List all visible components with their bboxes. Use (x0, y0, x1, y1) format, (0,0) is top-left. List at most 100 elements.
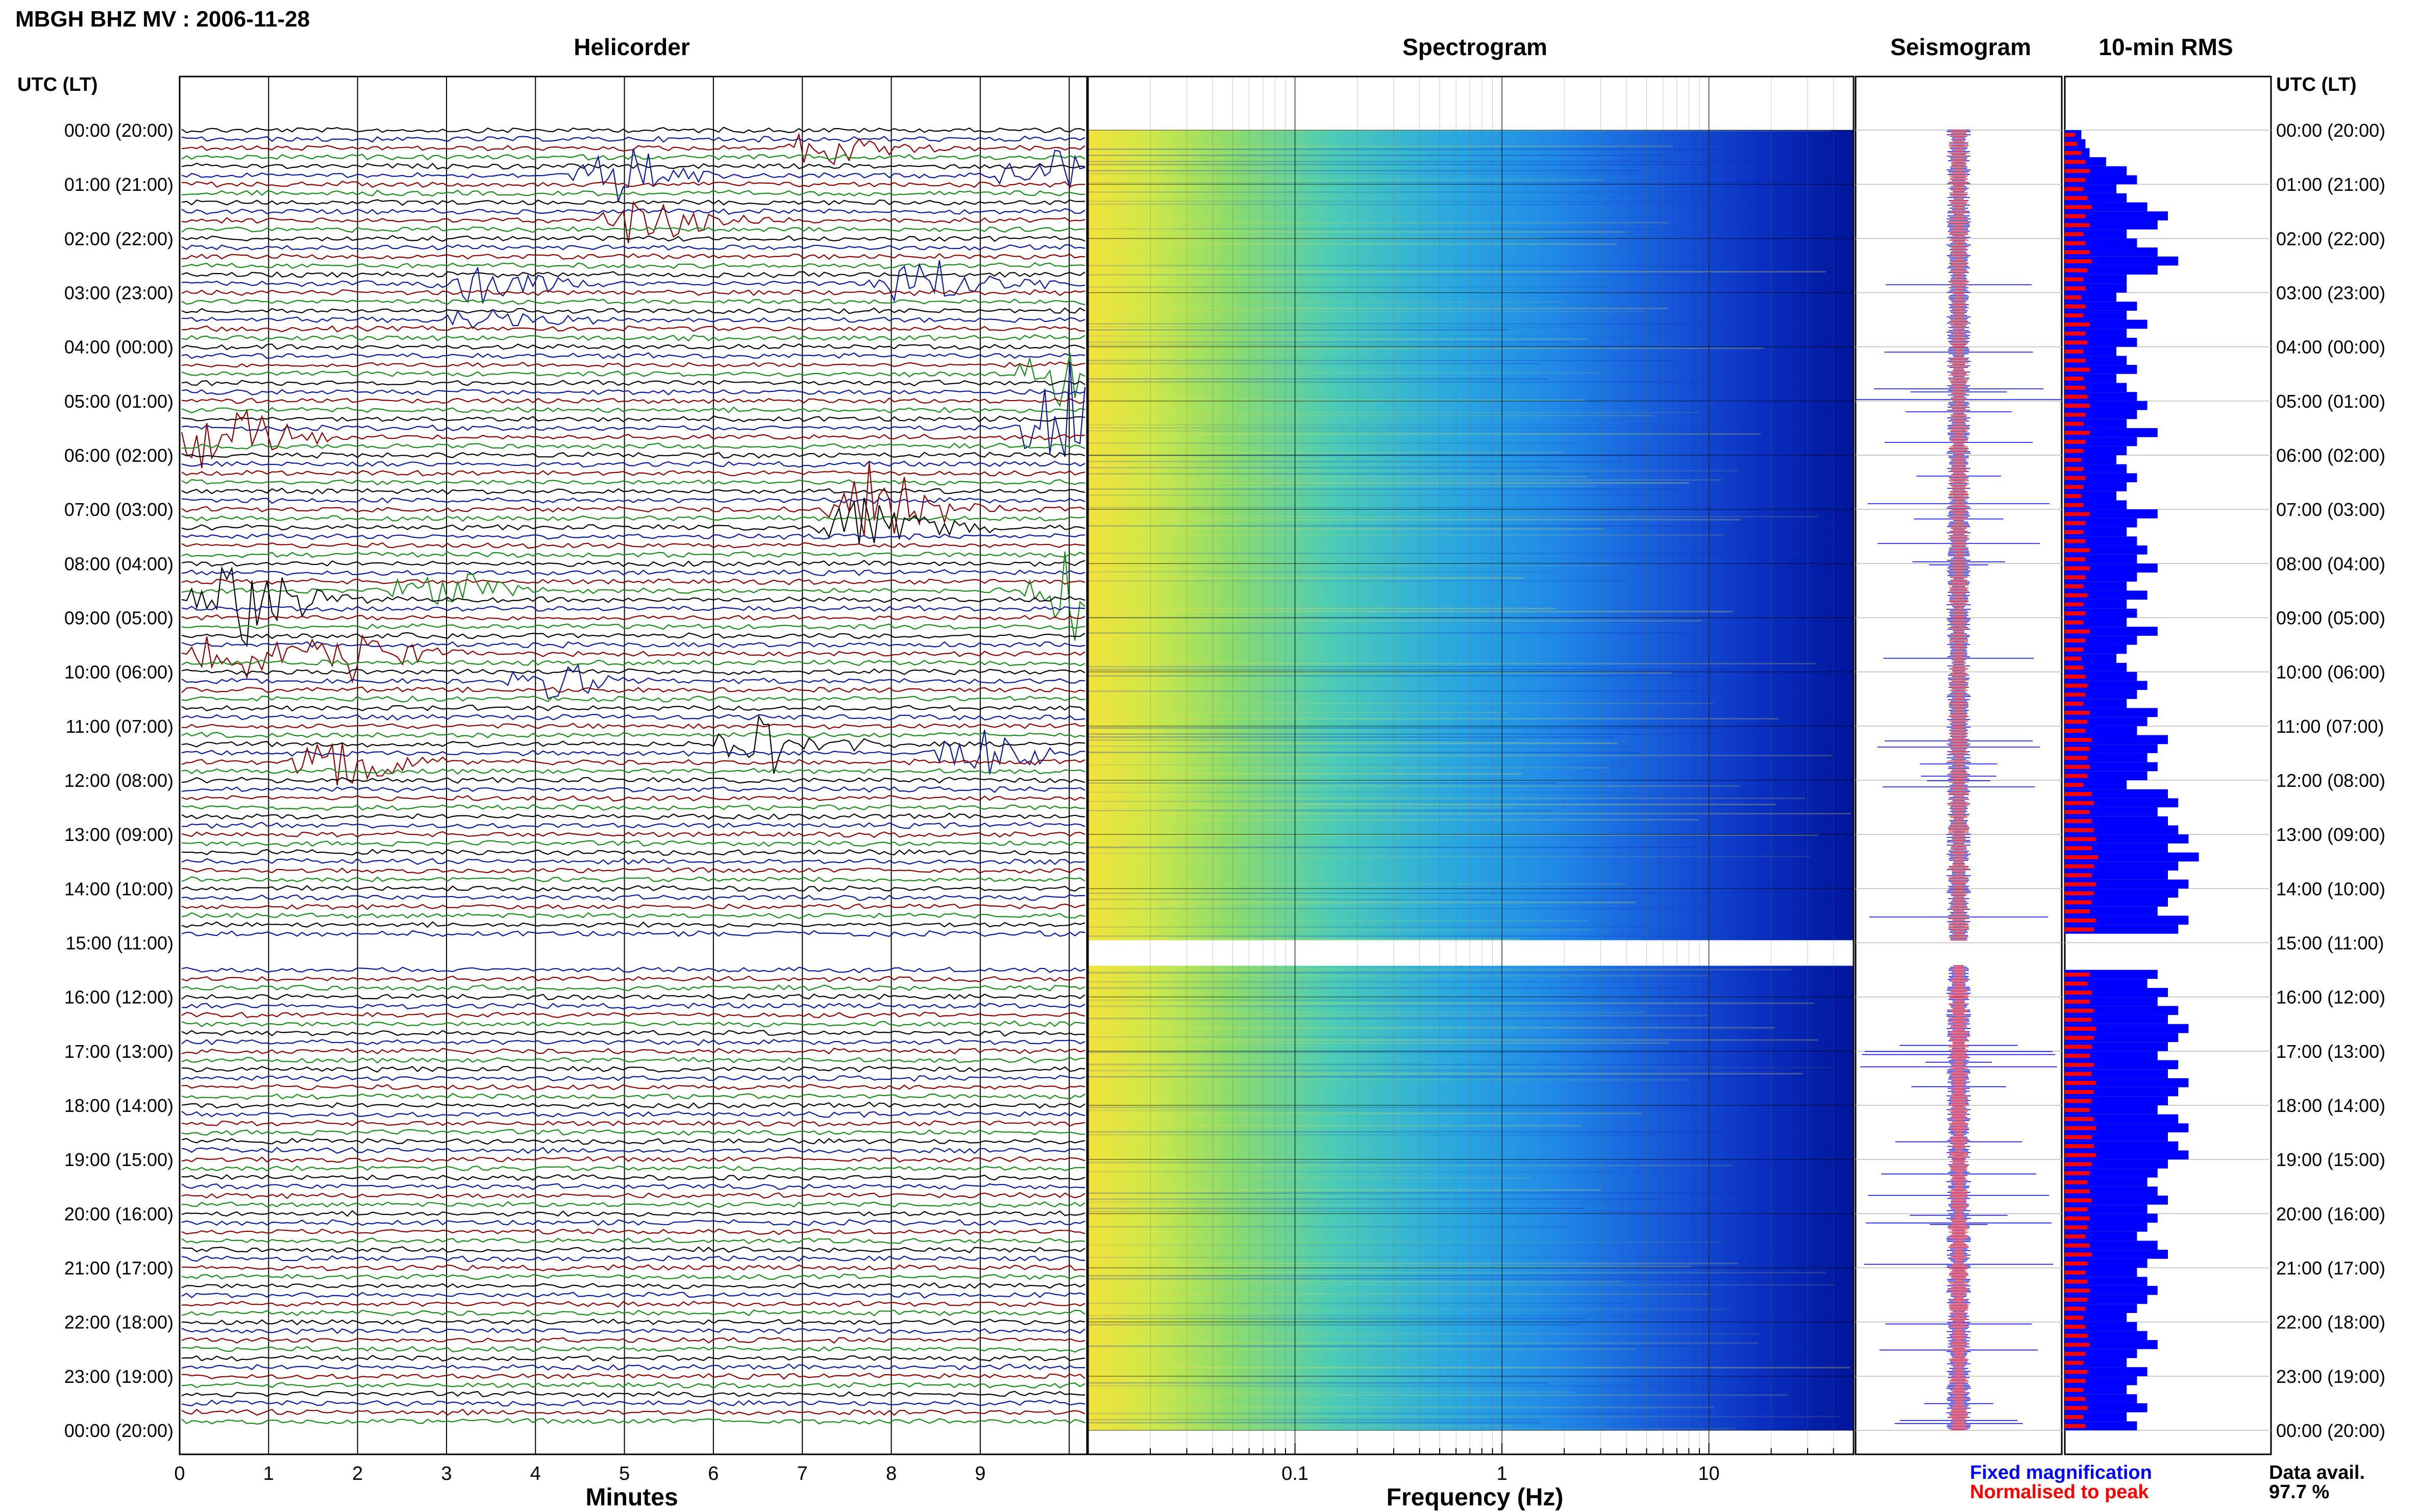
helicorder-trace (181, 876, 1085, 883)
time-label-left: 00:00 (20:00) (64, 120, 174, 141)
helicorder-trace (181, 912, 1085, 919)
rms-fixed-bar (2065, 735, 2168, 745)
helicorder-trace (181, 560, 1085, 567)
rms-normalised-bar (2065, 602, 2084, 607)
rms-normalised-bar (2065, 702, 2084, 706)
helicorder-trace (181, 325, 1085, 333)
spectrogram-row (1088, 1177, 1532, 1179)
spectrogram-row (1088, 1131, 1829, 1133)
helicorder-trace (181, 244, 1085, 251)
spectrogram-row (1088, 727, 1772, 729)
spectrogram-row (1088, 274, 1729, 276)
time-label-left: 19:00 (15:00) (64, 1149, 174, 1170)
spectrogram-row (1088, 164, 1710, 165)
rms-normalised-bar (2065, 1424, 2086, 1428)
helicorder-tick-label: 4 (530, 1463, 541, 1484)
time-label-left: 23:00 (19:00) (64, 1366, 174, 1387)
spectrogram-row (1088, 145, 1673, 147)
spectrogram-row (1088, 742, 1618, 744)
spectrogram-row (1088, 1324, 1581, 1326)
time-label-right: 20:00 (16:00) (2276, 1203, 2385, 1224)
helicorder-trace (181, 569, 1085, 576)
spectrogram-row (1088, 1070, 1653, 1072)
spectrogram-row (1088, 999, 1738, 1001)
helicorder-trace (181, 840, 1085, 847)
rms-normalised-bar (2065, 801, 2094, 805)
spectrogram-row (1088, 1134, 1661, 1136)
spectrogram-row (1088, 1207, 1585, 1209)
rms-fixed-bar (2065, 175, 2137, 185)
legend-normalised-to-peak: Normalised to peak (1970, 1481, 2149, 1503)
spectrogram-row (1088, 308, 1668, 309)
spectrogram-row (1088, 488, 1679, 490)
spectrogram-row (1088, 430, 1818, 432)
spectrogram-row (1088, 1385, 1762, 1387)
spectrogram-row (1088, 360, 1677, 361)
helicorder-trace (181, 148, 1085, 202)
rms-normalised-bar (2065, 1297, 2088, 1302)
spectrogram-row (1088, 1036, 1787, 1038)
spectrogram-row (1088, 507, 1719, 508)
rms-fixed-bar (2065, 852, 2199, 862)
spectrogram-row (1088, 1198, 1666, 1200)
spectrogram-row (1088, 302, 1567, 303)
page-title: MBGH BHZ MV : 2006-11-28 (15, 7, 310, 32)
helicorder-trace (181, 460, 1085, 468)
spectrogram-panel (1087, 76, 1855, 1455)
rms-normalised-bar (2065, 133, 2076, 137)
spectrogram-row (1088, 179, 1603, 181)
spectrogram-frame (1087, 76, 1855, 1455)
helicorder-trace (181, 1183, 1085, 1191)
helicorder-xlabel: Minutes (585, 1484, 678, 1511)
rms-normalised-bar (2065, 846, 2092, 851)
rms-normalised-bar (2065, 1072, 2092, 1076)
axis-ticks: 0 1 2 3 4 5 6 7 8 9 0.1 1 10 (174, 1463, 1719, 1484)
data-availability-label: Data avail. (2269, 1462, 2365, 1483)
rms-normalised-bar (2065, 1333, 2088, 1338)
rms-normalised-bar (2065, 1135, 2092, 1139)
rms-fixed-bar (2065, 816, 2168, 826)
helicorder-trace (181, 262, 1085, 269)
spectrogram-row (1088, 620, 1702, 622)
rms-normalised-bar (2065, 259, 2092, 263)
rms-normalised-bar (2065, 1252, 2092, 1257)
rms-normalised-bar (2065, 819, 2092, 824)
spectrogram-row (1088, 926, 1651, 928)
helicorder-trace (181, 415, 1085, 423)
rms-normalised-bar (2065, 385, 2086, 390)
rms-normalised-bar (2065, 747, 2090, 751)
helicorder-trace (181, 362, 1086, 457)
spectrogram-row (1088, 338, 1587, 340)
rms-normalised-bar (2065, 891, 2094, 896)
rms-normalised-bar (2065, 178, 2086, 182)
time-label-right: 08:00 (04:00) (2276, 553, 2385, 574)
rms-normalised-bar (2065, 783, 2084, 787)
spectrogram-row (1088, 764, 1630, 765)
rms-normalised-bar (2065, 358, 2086, 363)
helicorder-trace (181, 867, 1085, 874)
spectrogram-xlabel: Frequency (Hz) (1387, 1484, 1564, 1511)
spectrogram-row (1088, 801, 1641, 802)
helicorder-trace (181, 1255, 1085, 1262)
spectrogram-row (1088, 929, 1591, 931)
rms-normalised-bar (2065, 539, 2086, 543)
rms-title: 10-min RMS (2099, 34, 2233, 60)
spectrogram-row (1088, 341, 1573, 343)
time-label-right: 19:00 (15:00) (2276, 1149, 2385, 1170)
helicorder-trace (181, 903, 1085, 910)
spectrogram-row (1088, 571, 1557, 573)
time-label-left: 15:00 (11:00) (66, 933, 174, 954)
time-label-right: 11:00 (07:00) (2276, 716, 2384, 737)
helicorder-trace (181, 1418, 1085, 1425)
spectrogram-row (1088, 231, 1626, 233)
helicorder-panel (179, 76, 1088, 1455)
time-label-left: 18:00 (14:00) (64, 1095, 174, 1116)
rms-normalised-bar (2065, 340, 2088, 345)
time-label-right: 18:00 (14:00) (2276, 1095, 2385, 1116)
spectrogram-tick-label: 10 (1698, 1463, 1719, 1484)
rms-normalised-bar (2065, 720, 2088, 724)
rms-normalised-bar (2065, 665, 2084, 670)
spectrogram-row (1088, 1210, 1841, 1212)
spectrogram-row (1088, 228, 1764, 230)
spectrogram-row (1088, 1342, 1758, 1344)
